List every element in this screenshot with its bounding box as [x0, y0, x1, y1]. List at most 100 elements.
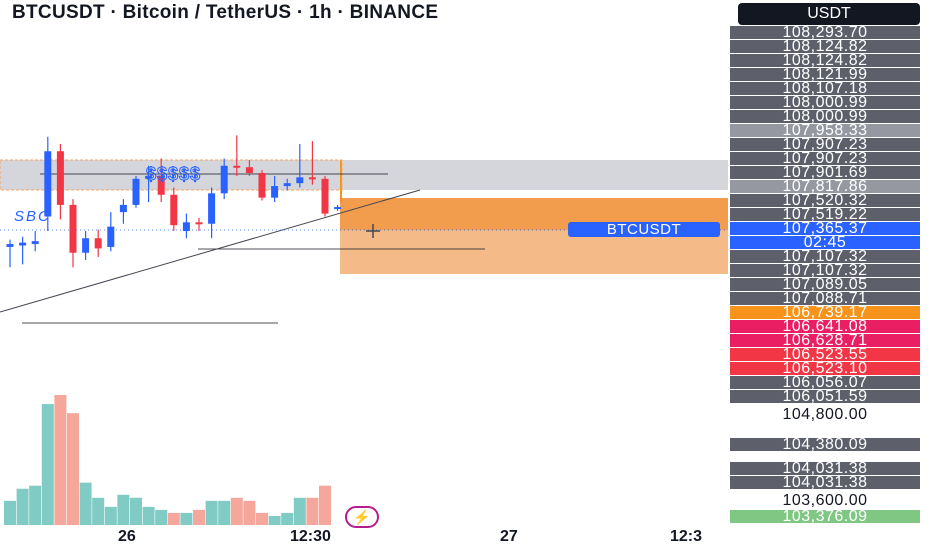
price-tag: 107,958.33	[730, 124, 920, 137]
volume-bar	[218, 500, 231, 525]
candle-body	[19, 242, 27, 246]
volume-bar	[167, 512, 180, 525]
candle-body	[195, 222, 203, 225]
price-tag: 107,519.22	[730, 208, 920, 221]
candle-body	[82, 238, 90, 253]
price-tag: 103,600.00	[782, 494, 868, 507]
volume-bar	[319, 485, 331, 525]
price-tag: 104,380.09	[730, 438, 920, 451]
symbol-price-label: BTCUSDT	[568, 222, 720, 237]
candle-body	[220, 165, 228, 194]
price-tag: 108,124.82	[730, 54, 920, 67]
volume-bar	[256, 512, 268, 525]
candle-body	[334, 207, 342, 210]
sbc-annotation: SBC	[14, 208, 51, 225]
candle-body	[69, 204, 77, 253]
price-tag: 103,376.09	[730, 510, 920, 523]
volume-bar	[130, 497, 142, 525]
price-tag: 107,907.23	[730, 138, 920, 151]
candle-body	[321, 178, 329, 214]
price-tag: 107,907.23	[730, 152, 920, 165]
price-tag: 108,000.99	[730, 110, 920, 123]
candle-body	[56, 151, 64, 205]
lightning-icon[interactable]: ⚡	[345, 506, 379, 528]
volume-bar	[104, 506, 117, 525]
candle-body	[182, 222, 190, 231]
price-tag: 104,031.38	[730, 462, 920, 475]
volume-bar	[268, 515, 281, 525]
volume-bar	[180, 512, 193, 525]
candle-body	[145, 175, 153, 179]
volume-bar	[41, 404, 54, 525]
candle-body	[296, 177, 304, 184]
price-tag: 106,523.10	[730, 362, 920, 375]
candle-body	[245, 167, 253, 173]
dollar-signs-annotation: $$$$$	[145, 164, 202, 185]
price-tag: 107,520.32	[730, 194, 920, 207]
volume-bar	[230, 497, 243, 525]
price-tag: 107,089.05	[730, 278, 920, 291]
price-tag: 106,641.08	[730, 320, 920, 333]
candle-body	[258, 173, 266, 198]
volume-bar	[155, 509, 168, 525]
zone-edge	[340, 160, 342, 202]
volume-bar	[281, 512, 294, 525]
time-label-1230: 12:30	[290, 528, 331, 545]
candle-body	[44, 151, 52, 217]
price-tag: 106,523.55	[730, 348, 920, 361]
candle-body	[157, 175, 165, 195]
price-tag: 107,365.37	[730, 222, 920, 235]
price-tag: 106,628.71	[730, 334, 920, 347]
price-tag: 107,088.71	[730, 292, 920, 305]
volume-bar	[92, 497, 105, 525]
volume-bar	[117, 494, 130, 525]
price-tag: 104,031.38	[730, 476, 920, 489]
volume-bar	[293, 497, 306, 525]
volume-bar	[29, 485, 42, 525]
time-label-26: 26	[118, 528, 136, 545]
volume-bar	[16, 488, 29, 525]
candle-body	[132, 178, 140, 205]
volume-bar	[67, 413, 79, 525]
price-tag: 107,107.32	[730, 264, 920, 277]
volume-bar	[142, 506, 155, 525]
orange-zone-lower	[340, 230, 728, 274]
candle-body	[119, 204, 127, 213]
candle-body	[107, 226, 115, 247]
price-tag: 107,901.69	[730, 166, 920, 179]
time-label-123: 12:3	[670, 528, 703, 545]
price-tag: 107,107.32	[730, 250, 920, 263]
price-tag: 106,051.59	[730, 390, 920, 403]
candle-body	[308, 177, 316, 180]
price-tag: 108,107.18	[730, 82, 920, 95]
price-tag: 108,293.70	[730, 26, 920, 39]
candle-body	[208, 193, 216, 224]
currency-button[interactable]: USDT	[738, 3, 920, 25]
candle-body	[170, 194, 178, 226]
candle-body	[283, 183, 291, 187]
price-tag: 106,056.07	[730, 376, 920, 389]
volume-bar	[205, 500, 218, 525]
dollar-box	[0, 159, 343, 191]
volume-bar	[243, 500, 256, 525]
price-tag: 107,817.86	[730, 180, 920, 193]
volume-bar	[193, 509, 205, 525]
volume-bar	[54, 395, 67, 525]
candle-body	[271, 186, 279, 198]
candle-body	[6, 244, 14, 247]
price-tag: 106,739.17	[730, 306, 920, 319]
candle-body	[233, 165, 241, 168]
candle-body	[31, 241, 39, 245]
price-tag: 02:45	[730, 236, 920, 249]
time-label-27: 27	[500, 528, 518, 545]
resistance-zone	[0, 160, 728, 190]
volume-bar	[306, 497, 319, 525]
chart-title: BTCUSDT · Bitcoin / TetherUS · 1h · BINA…	[12, 2, 439, 23]
price-tag: 108,000.99	[730, 96, 920, 109]
price-tag: 108,124.82	[730, 40, 920, 53]
price-tag: 104,800.00	[782, 408, 868, 421]
volume-bar	[4, 500, 16, 525]
candle-body	[94, 238, 102, 249]
volume-bar	[79, 482, 92, 525]
